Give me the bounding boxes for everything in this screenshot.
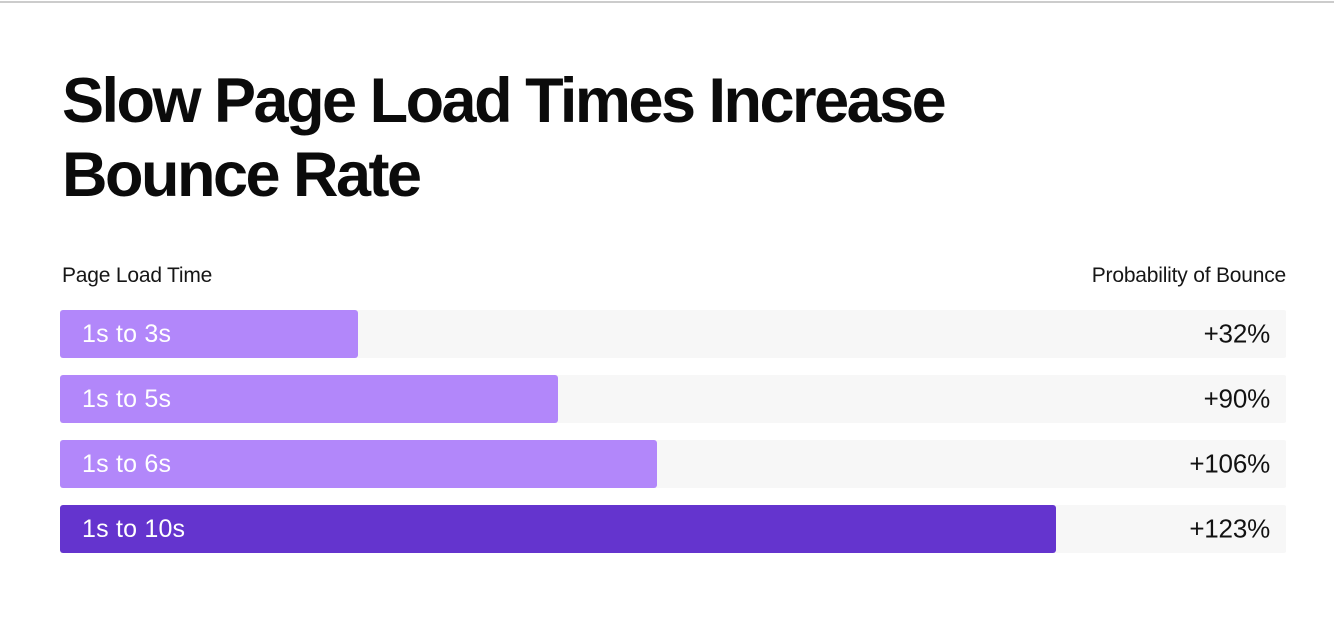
top-divider <box>0 1 1334 3</box>
bar-fill: 1s to 5s <box>60 375 558 423</box>
bar-label: 1s to 3s <box>82 319 172 348</box>
bar-label: 1s to 10s <box>82 514 186 543</box>
bar-label: 1s to 5s <box>82 384 172 413</box>
bar-track: 1s to 6s +106% <box>60 440 1286 488</box>
bar-track: 1s to 5s +90% <box>60 375 1286 423</box>
column-header-page-load-time: Page Load Time <box>62 264 213 287</box>
column-header-probability-of-bounce: Probability of Bounce <box>1091 264 1286 287</box>
bar-fill: 1s to 6s <box>60 440 658 488</box>
bar-value: +32% <box>1203 318 1271 349</box>
page-title: Slow Page Load Times Increase Bounce Rat… <box>62 66 947 210</box>
bar-track: 1s to 10s +123% <box>60 505 1286 553</box>
column-headers: Page Load Time Probability of Bounce <box>62 264 1286 288</box>
bar-row: 1s to 3s +32% <box>60 310 1286 358</box>
bar-value: +90% <box>1203 383 1271 414</box>
bar-fill: 1s to 10s <box>60 505 1056 553</box>
bar-fill: 1s to 3s <box>60 310 358 358</box>
bar-row: 1s to 5s +90% <box>60 375 1286 423</box>
bar-value: +106% <box>1189 448 1270 479</box>
bar-value: +123% <box>1189 513 1270 544</box>
bar-chart: 1s to 3s +32% 1s to 5s +90% 1s to 6s +10… <box>60 310 1286 570</box>
bar-track: 1s to 3s +32% <box>60 310 1286 358</box>
bar-row: 1s to 10s +123% <box>60 505 1286 553</box>
bar-label: 1s to 6s <box>82 449 172 478</box>
bar-row: 1s to 6s +106% <box>60 440 1286 488</box>
